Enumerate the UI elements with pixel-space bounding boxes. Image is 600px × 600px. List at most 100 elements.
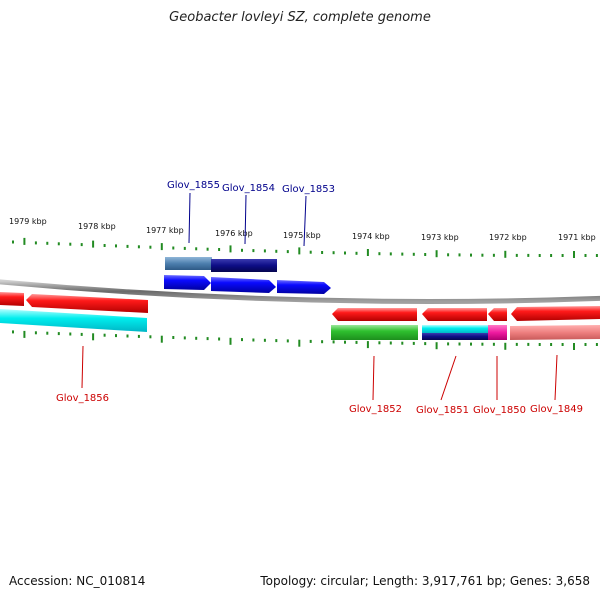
scale-tick [504,250,507,258]
scale-tick [492,253,495,257]
scale-tick [206,247,209,251]
scale-tick [12,240,14,244]
gene-arrow-glov-1852[interactable] [332,308,417,321]
scale-tick [241,248,243,252]
gene-arrow-glov-1850[interactable] [488,308,507,321]
scale-tick [332,340,335,344]
scale-tick [573,251,575,258]
scale-tick [103,244,106,247]
feature-band-navy-small[interactable] [422,333,488,340]
gene-label-bottom[interactable]: Glov_1856 [56,393,109,404]
gene-label-top[interactable]: Glov_1853 [282,184,335,195]
scale-tick [252,249,255,253]
gene-label-top[interactable]: Glov_1854 [222,183,275,194]
gene-arrow-glov-1855[interactable] [164,275,211,290]
scale-tick [389,341,392,345]
genome-summary-text: Topology: circular; Length: 3,917,761 bp… [260,574,590,588]
bottom-gene-labels: Glov_1856 Glov_1852 Glov_1851 Glov_1850 … [56,345,583,416]
scale-tick [160,335,163,343]
scale-tick [595,254,598,257]
leader-line [372,355,375,401]
scale-tick [92,240,95,248]
scale-tick [321,251,324,254]
scale-tick [366,341,369,349]
scale-tick [126,244,129,248]
scale-tick [366,249,369,256]
gene-arrow-glov-1856[interactable] [26,294,148,313]
gene-label-bottom[interactable]: Glov_1849 [530,404,583,415]
scale-label: 1974 kbp [352,232,390,241]
scale-tick [573,343,575,350]
scale-label: 1976 kbp [215,229,253,238]
scale-tick [57,332,60,336]
scale-tick [309,339,312,343]
scale-tick [275,249,278,253]
gene-label-bottom[interactable]: Glov_1851 [416,405,469,416]
scale-tick [12,330,14,334]
gene-arrow-left-edge[interactable] [0,292,24,306]
scale-tick [584,343,587,346]
scale-tick [195,247,198,251]
scale-tick [229,337,232,345]
leader-line [188,192,191,244]
scale-ticks-outer [12,237,598,258]
gene-label-bottom[interactable]: Glov_1852 [349,404,402,415]
leader-line [554,354,558,401]
scale-tick [481,342,484,346]
scale-tick [218,248,221,251]
feature-band-cyan[interactable] [0,309,147,332]
scale-tick [492,342,495,346]
gene-arrow-glov-1853[interactable] [277,280,331,294]
scale-label: 1977 kbp [146,226,184,235]
feature-band-magenta[interactable] [488,325,507,340]
scale-tick [149,245,152,249]
scale-tick [252,338,255,342]
leader-line [81,345,84,389]
scale-tick [309,250,312,254]
scale-tick [515,342,518,346]
scale-tick [149,335,152,339]
scale-tick [275,339,278,343]
scale-tick [412,252,415,256]
scale-ticks-inner [12,330,598,350]
gene-label-bottom[interactable]: Glov_1850 [473,405,526,416]
scale-tick [57,242,60,246]
scale-tick [447,253,450,257]
gene-label-top[interactable]: Glov_1855 [167,180,220,191]
scale-label: 1975 kbp [283,231,321,240]
leader-line [303,195,307,247]
scale-tick [183,336,186,340]
scale-tick [183,246,186,250]
genome-backbone [0,279,600,305]
feature-band-green[interactable] [331,325,418,340]
scale-tick [34,241,37,245]
scale-tick [172,336,175,339]
scale-tick [401,341,404,345]
scale-tick [263,249,266,253]
scale-tick [126,334,129,338]
scale-tick [46,331,49,335]
gene-arrow-glov-1849[interactable] [511,306,600,321]
scale-tick [447,342,450,346]
scale-tick [286,339,289,343]
feature-band-cyan-small[interactable] [422,325,488,333]
gene-arrow-glov-1854[interactable] [211,277,276,293]
accession-text: Accession: NC_010814 [9,574,146,588]
scale-tick [46,241,49,245]
scale-tick [458,342,461,346]
scale-label: 1973 kbp [421,233,459,242]
feature-band-pink[interactable] [510,325,600,340]
scale-tick [561,343,564,346]
gene-arrow-glov-1851[interactable] [422,308,487,321]
scale-tick [23,237,26,245]
scale-tick [470,253,472,257]
scale-label: 1972 kbp [489,233,527,242]
scale-tick [298,339,301,347]
scale-tick [80,243,83,247]
gene-feature-steelblue[interactable] [165,257,212,270]
gene-feature-navy[interactable] [211,259,277,272]
scale-tick [34,331,37,335]
scale-tick [321,340,324,344]
scale-tick [538,343,541,346]
